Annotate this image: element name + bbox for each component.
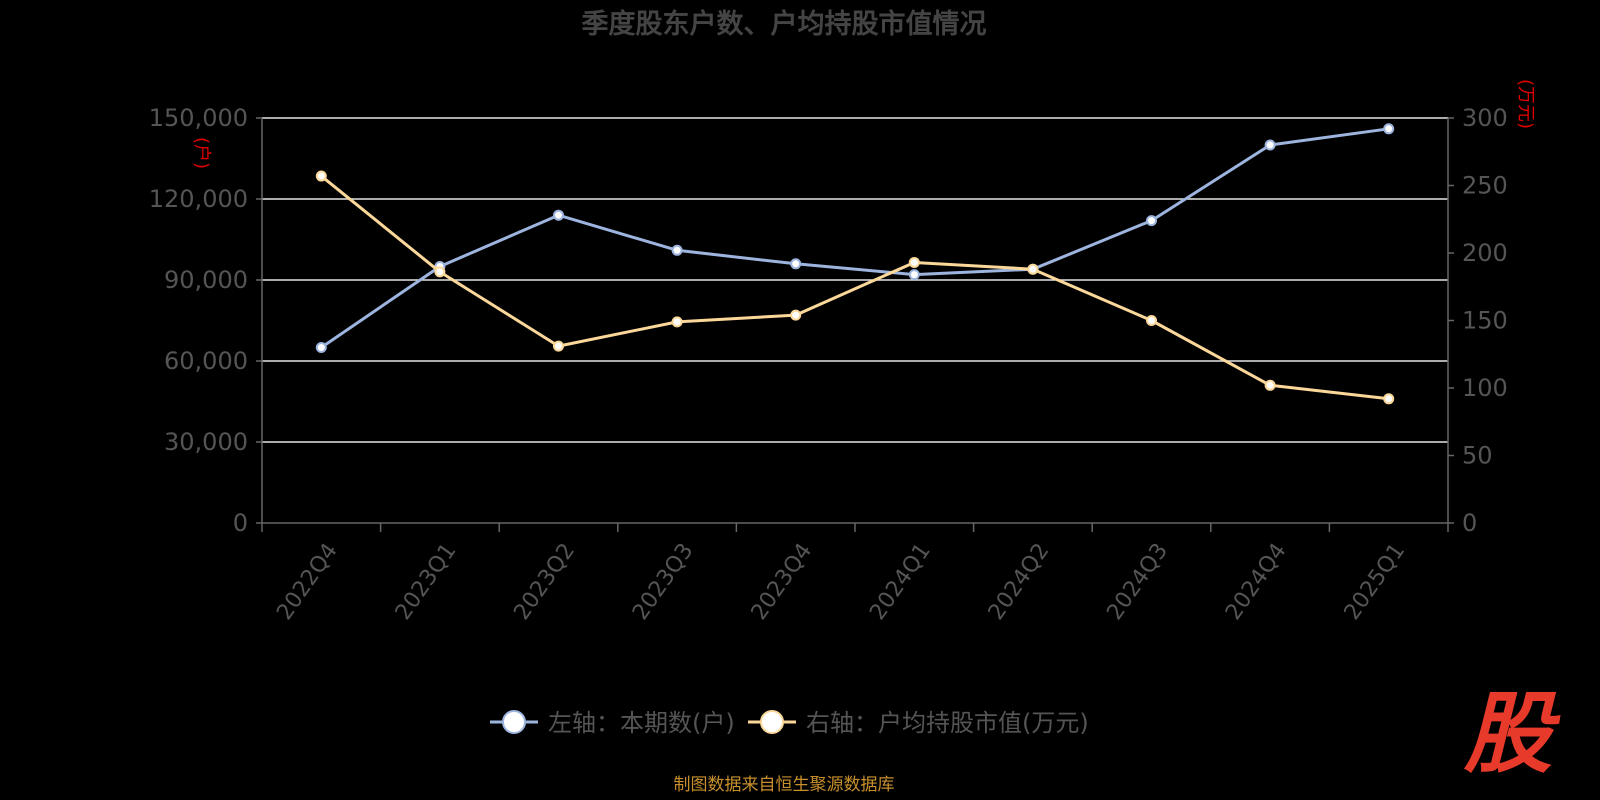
legend-label-1: 左轴：本期数(户) (548, 709, 735, 737)
x-tick-label: 2024Q4 (1221, 539, 1292, 625)
series-2-point (1264, 379, 1276, 391)
x-tick-label: 2024Q2 (984, 539, 1055, 625)
left-tick-label: 60,000 (164, 347, 248, 375)
left-axis-unit: (户) (191, 137, 212, 169)
source-note: 制图数据来自恒生聚源数据库 (674, 775, 895, 795)
x-tick-label: 2023Q2 (509, 539, 580, 625)
right-tick-label: 100 (1462, 374, 1508, 402)
x-tick-label: 2025Q1 (1340, 539, 1411, 625)
series-line-2 (320, 174, 1389, 401)
x-tick-label: 2022Q4 (272, 539, 343, 625)
x-tick-label: 2024Q1 (865, 539, 936, 625)
series-2-point (790, 309, 802, 321)
right-tick-label: 0 (1462, 509, 1477, 537)
chart-title: 季度股东户数、户均持股市值情况 (582, 8, 987, 40)
series-1-point (790, 258, 802, 270)
series-2-point (553, 340, 564, 352)
series-1-point (908, 269, 920, 281)
x-axis-ticks: 2022Q4 2023Q1 2023Q2 2023Q3 2023Q4 2024Q1 2024… (272, 539, 1410, 625)
series-2-point (1027, 263, 1039, 275)
right-tick-label: 300 (1462, 104, 1508, 132)
logo: 股 (1463, 682, 1561, 785)
left-tick-label: 150,000 (149, 104, 248, 132)
right-axis-ticks: 0 50 100 150 200 250 300 (1462, 104, 1508, 537)
legend[interactable]: 左轴：本期数(户) 右轴：户均持股市值(万元) (490, 709, 1089, 737)
series-1-point (1264, 139, 1276, 151)
left-tick-label: 120,000 (149, 185, 248, 213)
right-tick-label: 50 (1462, 442, 1493, 470)
series-2-point (671, 316, 683, 328)
series-1-point (671, 244, 683, 256)
legend-marker-1 (502, 710, 526, 734)
series-1-point (1146, 215, 1157, 227)
axes (256, 117, 1454, 532)
right-tick-label: 150 (1462, 307, 1508, 335)
series-1-point (553, 209, 564, 221)
series-2-point (1383, 393, 1395, 405)
series-2-point (1146, 315, 1157, 326)
series-1-point (315, 342, 327, 353)
series-2-point (434, 266, 446, 278)
x-tick-label: 2024Q3 (1102, 539, 1173, 625)
left-tick-label: 90,000 (164, 266, 248, 294)
right-tick-label: 200 (1462, 239, 1508, 267)
right-axis-unit: (万元) (1515, 79, 1536, 129)
x-tick-label: 2023Q4 (747, 539, 818, 625)
right-tick-label: 250 (1462, 172, 1508, 200)
legend-label-2: 右轴：户均持股市值(万元) (806, 709, 1089, 737)
grid-lines (262, 117, 1448, 443)
x-tick-label: 2023Q1 (391, 539, 462, 625)
left-tick-label: 30,000 (164, 428, 248, 456)
left-tick-label: 0 (233, 509, 248, 537)
series-lines (315, 123, 1395, 405)
left-axis-ticks: 0 30,000 60,000 90,000 120,000 150,000 (149, 104, 248, 537)
series-2-point (908, 256, 920, 268)
legend-marker-2 (760, 710, 784, 734)
series-1-point (1383, 123, 1395, 135)
x-tick-label: 2023Q3 (628, 539, 699, 625)
series-line-1 (320, 127, 1389, 349)
series-2-point (315, 170, 327, 182)
